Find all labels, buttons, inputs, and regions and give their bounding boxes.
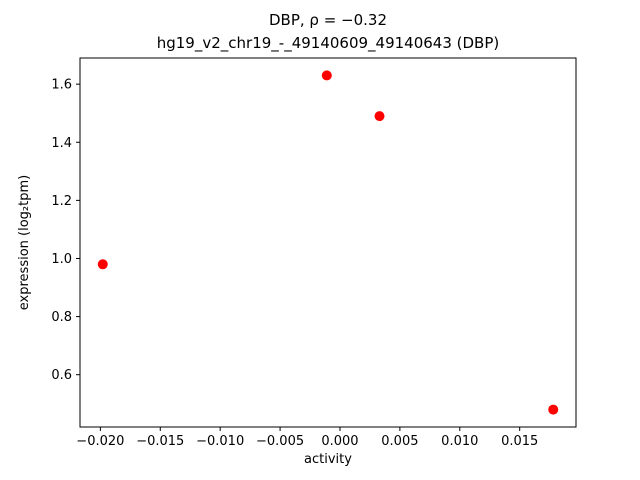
y-tick-label: 1.6 xyxy=(51,78,72,93)
x-axis-label: activity xyxy=(304,452,352,467)
x-tick-label: −0.020 xyxy=(76,434,124,449)
data-point xyxy=(321,70,332,81)
data-point xyxy=(97,259,108,270)
x-tick-label: −0.005 xyxy=(256,434,304,449)
x-tick-label: 0.005 xyxy=(381,434,418,449)
chart-title: DBP, ρ = −0.32 hg19_v2_chr19_-_49140609_… xyxy=(80,9,576,55)
data-point xyxy=(548,404,559,415)
y-tick-label: 1.4 xyxy=(51,136,72,151)
x-tick-label: −0.010 xyxy=(196,434,244,449)
x-tick-label: 0.015 xyxy=(501,434,538,449)
y-tick-label: 0.6 xyxy=(51,368,72,383)
data-point xyxy=(374,111,385,122)
y-tick-label: 1.2 xyxy=(51,194,72,209)
x-tick-label: −0.015 xyxy=(136,434,184,449)
chart-title-line2: hg19_v2_chr19_-_49140609_49140643 (DBP) xyxy=(156,34,500,52)
x-tick-label: 0.010 xyxy=(441,434,478,449)
x-tick-label: 0.000 xyxy=(321,434,358,449)
y-tick-label: 0.8 xyxy=(51,310,72,325)
plot-area-border xyxy=(79,57,577,428)
chart-title-line1: DBP, ρ = −0.32 xyxy=(268,11,387,29)
y-tick-label: 1.0 xyxy=(51,252,72,267)
y-axis-label: expression (log₂tpm) xyxy=(17,175,32,310)
